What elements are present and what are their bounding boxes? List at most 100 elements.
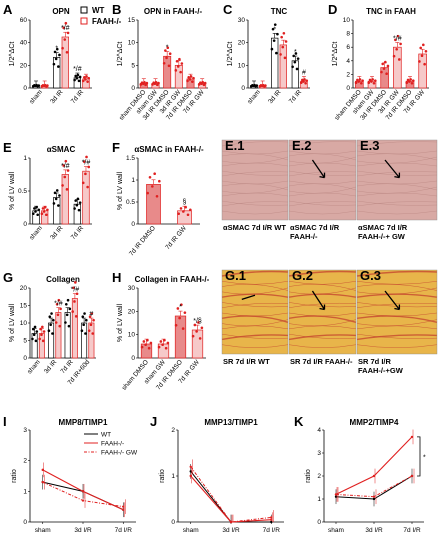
data-dot (187, 76, 190, 79)
tissue-fiber (288, 171, 357, 177)
y-tick-label: 1 (171, 473, 175, 480)
data-dot (64, 159, 68, 163)
data-dot (385, 72, 388, 76)
significance-bracket (417, 436, 421, 477)
data-dot (284, 40, 288, 43)
data-dot (164, 346, 168, 350)
tissue-fiber (221, 344, 289, 348)
tissue-fiber (288, 210, 357, 215)
y-tick-label: 0 (346, 85, 350, 92)
data-dot (295, 67, 299, 71)
tissue-fiber (221, 201, 289, 207)
data-dot (186, 79, 189, 83)
data-dot (408, 80, 411, 83)
data-dot (178, 57, 181, 61)
significance-marker: */# (61, 163, 70, 170)
data-dot (77, 208, 81, 212)
panel-label: C (223, 2, 233, 17)
tissue-fiber (288, 333, 357, 339)
data-dot (296, 57, 300, 60)
data-dot (380, 70, 383, 74)
tissue-fiber (288, 284, 357, 291)
data-dot (159, 340, 163, 343)
data-dot (34, 210, 37, 213)
data-dot (399, 42, 402, 46)
y-axis-label: 1/2^ΔCt (9, 42, 16, 67)
tissue-fiber (221, 284, 289, 291)
tissue-fiber (356, 141, 438, 147)
series-line (335, 436, 413, 495)
tissue-fiber (356, 315, 438, 323)
bar (271, 37, 279, 89)
data-dot (34, 339, 38, 343)
data-dot (180, 62, 184, 65)
data-dot (41, 339, 45, 343)
micrograph-label: G.3 (360, 268, 381, 283)
panel-label: J (150, 414, 157, 429)
y-tick-label: 20 (238, 40, 246, 47)
y-tick-label: 1 (23, 155, 27, 162)
x-tick-label: 3d IR (49, 225, 65, 242)
bar (61, 36, 69, 89)
data-dot (147, 346, 151, 350)
tissue-fiber (221, 170, 289, 176)
y-tick-label: 10 (343, 17, 351, 24)
bar (279, 44, 287, 89)
data-dot (89, 323, 93, 327)
data-dot (146, 338, 149, 342)
data-dot (191, 334, 195, 338)
bar (174, 64, 183, 89)
data-dot (42, 330, 46, 333)
chart-title: MMP13/TIMP1 (204, 418, 258, 427)
tissue-fiber (356, 200, 438, 206)
y-tick-label: 10 (128, 40, 136, 47)
panel-title: Collagen (46, 275, 80, 284)
x-tick-label: sham (26, 359, 42, 376)
data-dot (145, 81, 149, 85)
legend: WT FAAH-/- (80, 6, 122, 26)
series-line (190, 466, 272, 523)
data-dot (167, 64, 171, 68)
x-tick-label: 3d IR (43, 359, 59, 376)
data-dot (77, 79, 81, 83)
micrograph-border (356, 269, 438, 355)
micrograph-border (221, 269, 289, 355)
tissue-fiber (288, 162, 357, 167)
bar (53, 197, 61, 225)
data-dot (31, 337, 34, 341)
data-dot (273, 23, 277, 26)
tissue-fiber (221, 141, 289, 147)
y-tick-label: 0 (23, 519, 27, 526)
bar (61, 174, 69, 225)
data-dot (54, 197, 58, 201)
tissue-fiber (288, 281, 357, 285)
tissue-fiber (288, 334, 357, 341)
data-dot (66, 169, 70, 172)
x-tick-label: 3d IR (49, 89, 65, 106)
data-dot (41, 325, 44, 329)
bar-panel-A: A OPN 0 20 40 60 1/2^ΔCt sham * */# 3d IR */# 7d IR (3, 2, 92, 105)
data-dot (176, 65, 180, 68)
y-tick-label: 1.5 (126, 155, 135, 162)
data-dot (410, 81, 414, 85)
data-dot (35, 205, 38, 209)
data-dot (382, 67, 386, 70)
micrograph-border (356, 139, 438, 221)
data-dot (75, 77, 79, 80)
micrograph-G.1: G.1 SR 7d I/R WT (221, 268, 289, 366)
data-dot (151, 185, 154, 188)
bar (177, 210, 192, 225)
tissue-fiber (221, 200, 289, 206)
data-dot (46, 84, 49, 87)
data-dot (83, 312, 86, 315)
data-dot (146, 191, 149, 195)
data-dot (55, 47, 59, 51)
tissue-fiber (221, 319, 289, 327)
panel-title: OPN (52, 7, 70, 16)
bar-panel-G: G Collagen 0 5 10 15 20 % of LV wall sham */# 3d I… (3, 270, 96, 386)
tissue-fiber (221, 293, 289, 298)
tissue-fiber (288, 319, 357, 327)
data-dot (57, 65, 60, 68)
data-dot (39, 327, 42, 331)
